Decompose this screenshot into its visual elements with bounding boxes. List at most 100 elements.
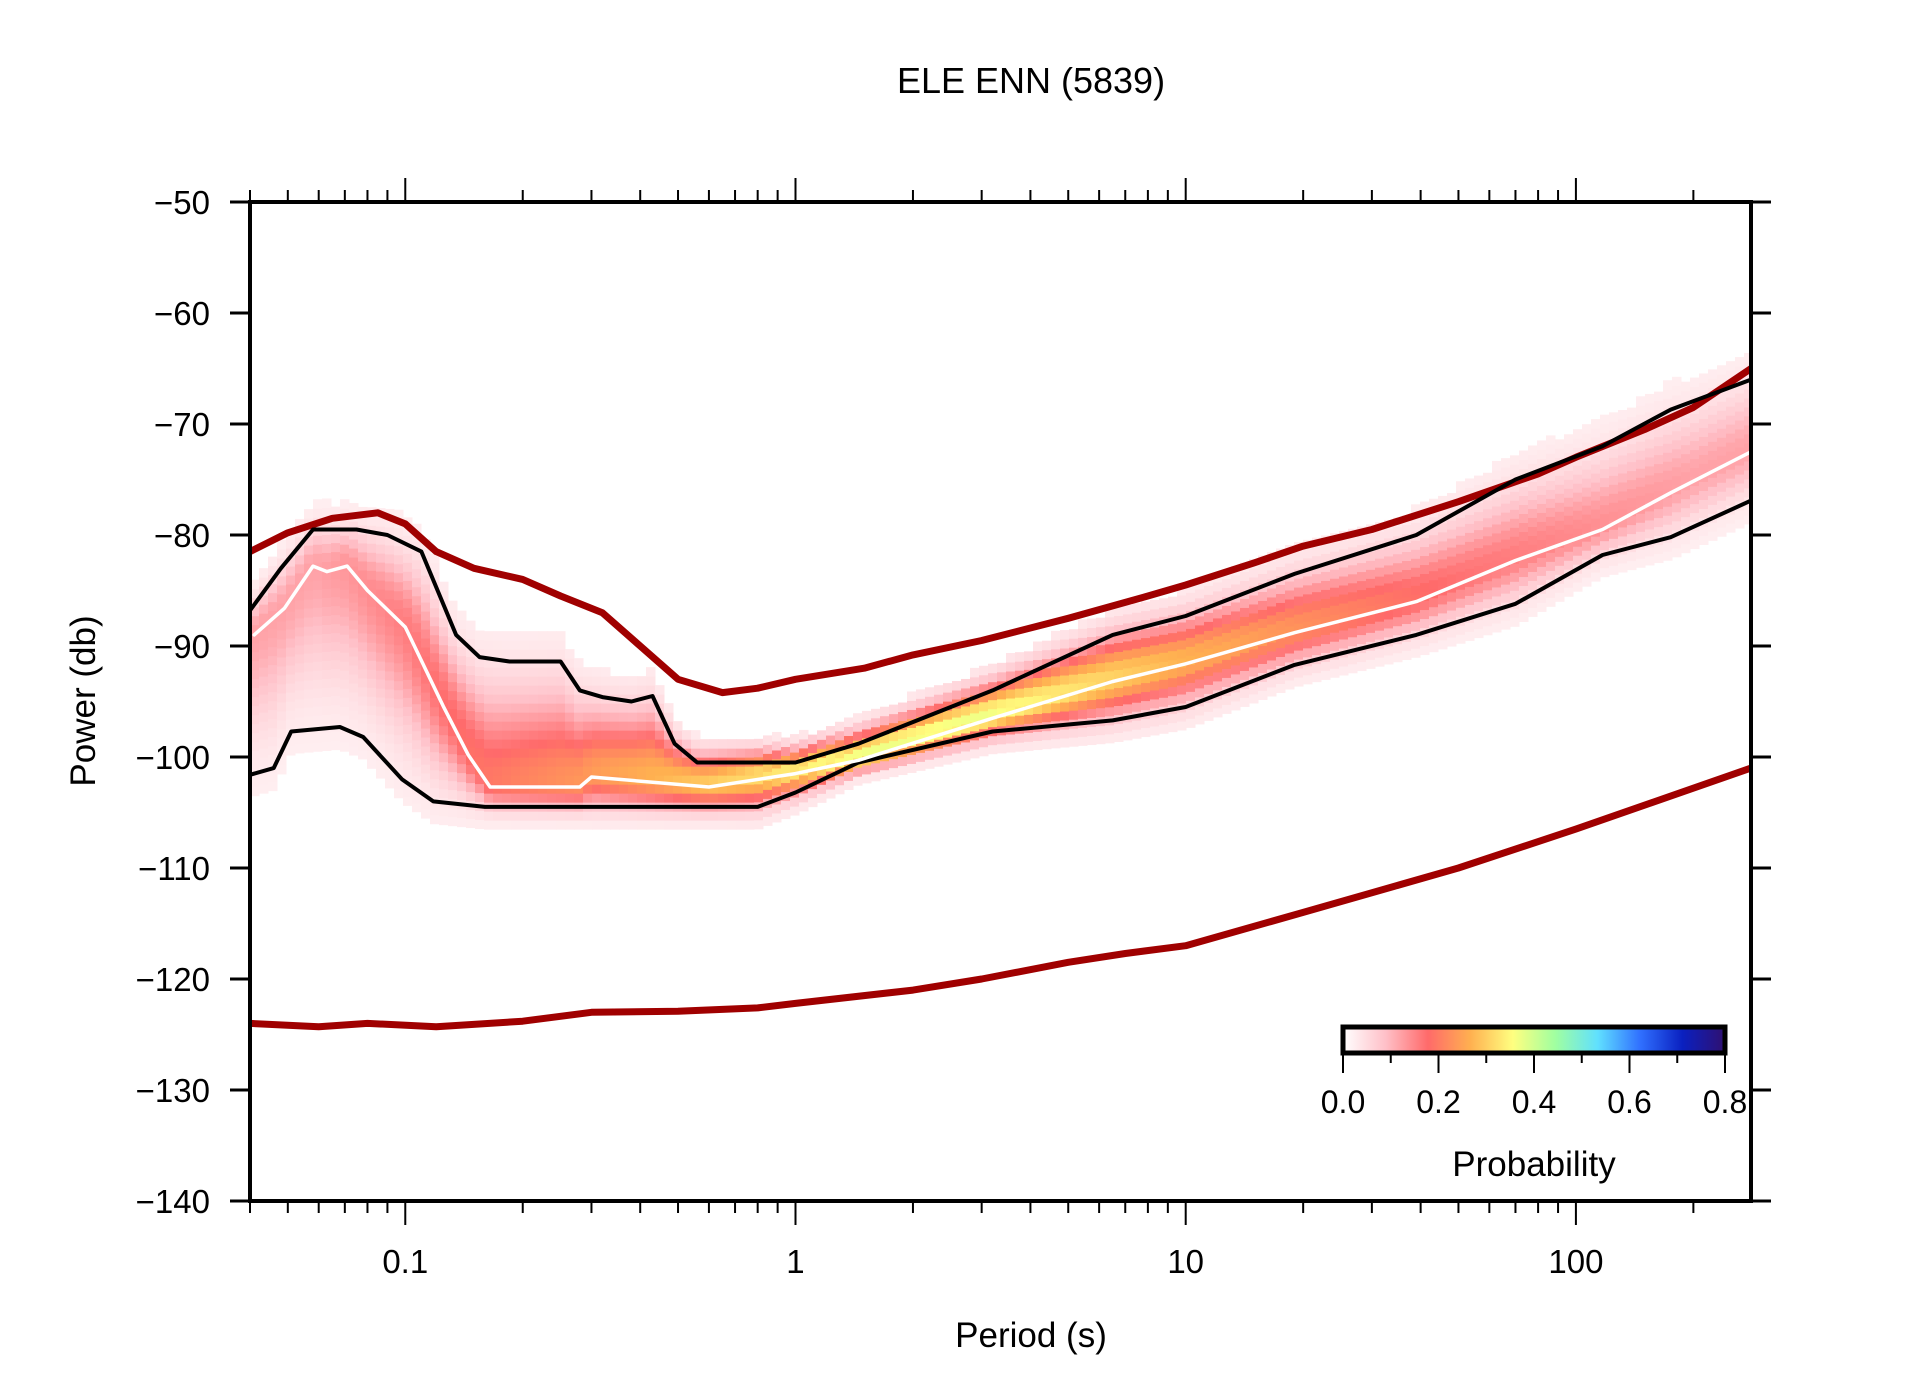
density-cell	[1546, 444, 1556, 454]
density-cell	[1726, 451, 1736, 461]
density-cell	[1708, 459, 1718, 469]
density-cell	[736, 784, 746, 794]
density-cell	[1582, 568, 1592, 578]
density-cell	[1708, 495, 1718, 505]
density-cell	[1609, 556, 1619, 566]
density-cell	[1537, 512, 1547, 522]
density-cell	[1249, 648, 1259, 659]
density-cell	[367, 759, 377, 769]
density-cell	[286, 584, 296, 594]
density-cell	[1618, 481, 1628, 492]
density-cell	[349, 683, 359, 693]
density-cell	[1645, 474, 1655, 485]
density-cell	[637, 730, 647, 740]
density-cell	[610, 730, 620, 740]
density-cell	[457, 808, 467, 819]
density-cell	[1087, 708, 1097, 719]
density-cell	[430, 724, 440, 735]
density-cell	[970, 712, 980, 723]
density-cell	[331, 623, 341, 634]
density-cell	[646, 784, 656, 794]
density-cell	[421, 683, 431, 693]
density-cell	[727, 793, 737, 803]
density-cell	[430, 598, 440, 609]
density-cell	[1681, 507, 1691, 518]
density-cell	[484, 811, 494, 821]
density-cell	[1195, 651, 1205, 662]
density-cell	[1726, 397, 1736, 407]
density-cell	[1519, 504, 1529, 515]
density-cell	[1114, 696, 1124, 707]
density-cell	[1726, 478, 1736, 488]
density-cell	[619, 757, 629, 767]
density-cell	[1141, 655, 1151, 666]
density-cell	[1654, 481, 1664, 492]
density-cell	[367, 543, 377, 553]
density-cell	[1555, 592, 1565, 602]
density-cell	[1312, 582, 1322, 593]
density-cell	[250, 732, 260, 743]
density-cell	[286, 629, 296, 639]
density-cell	[412, 757, 422, 768]
density-cell	[1528, 607, 1538, 617]
density-cell	[520, 748, 530, 758]
density-cell	[619, 739, 629, 749]
density-cell	[1582, 523, 1592, 533]
density-cell	[574, 676, 584, 686]
density-cell	[1231, 646, 1241, 657]
density-cell	[1123, 631, 1133, 642]
density-cell	[268, 565, 278, 576]
density-cell	[817, 739, 827, 749]
density-cell	[1069, 737, 1079, 747]
density-cell	[295, 572, 305, 583]
density-cell	[421, 710, 431, 720]
density-cell	[1618, 508, 1628, 519]
colorbar-tick-label: 0.4	[1512, 1084, 1556, 1120]
density-cell	[1285, 562, 1295, 573]
density-cell	[1294, 677, 1304, 687]
density-cell	[475, 720, 485, 731]
density-cell	[1204, 675, 1214, 685]
density-cell	[691, 793, 701, 803]
density-cell	[1366, 560, 1376, 570]
density-cell	[1681, 381, 1691, 392]
density-cell	[520, 766, 530, 776]
density-cell	[1474, 511, 1484, 522]
density-cell	[1564, 497, 1574, 507]
density-cell	[1690, 440, 1700, 451]
density-cell	[250, 579, 260, 590]
density-cell	[655, 694, 665, 704]
density-cell	[1375, 657, 1385, 667]
density-cell	[538, 757, 548, 767]
density-cell	[1222, 641, 1232, 651]
density-cell	[412, 595, 422, 606]
density-cell	[1510, 608, 1520, 618]
density-cell	[1060, 648, 1070, 658]
density-cell	[1420, 501, 1430, 512]
density-cell	[1735, 384, 1745, 394]
colorbar-ticks: 0.0 0.2 0.4 0.6 0.8	[1321, 1053, 1747, 1120]
density-cell	[1348, 573, 1358, 584]
density-cell	[916, 725, 926, 735]
density-cell	[331, 740, 341, 751]
density-cell	[601, 703, 611, 713]
density-cell	[763, 789, 773, 799]
density-cell	[1276, 584, 1286, 594]
colorbar-gradient	[1340, 1024, 1728, 1056]
density-cell	[430, 625, 440, 636]
density-cell	[1015, 742, 1025, 752]
density-cell	[394, 725, 404, 736]
density-cell	[268, 745, 278, 756]
density-cell	[1132, 693, 1142, 703]
density-cell	[934, 685, 944, 695]
density-cell	[1258, 600, 1268, 610]
density-cell	[1438, 495, 1448, 506]
density-cell	[1024, 741, 1034, 751]
density-cell	[421, 548, 431, 558]
density-cell	[709, 784, 719, 794]
density-cell	[1618, 463, 1628, 474]
density-cell	[385, 598, 395, 609]
density-cell	[547, 649, 557, 659]
density-cell	[1519, 576, 1529, 587]
density-cell	[1681, 426, 1691, 437]
